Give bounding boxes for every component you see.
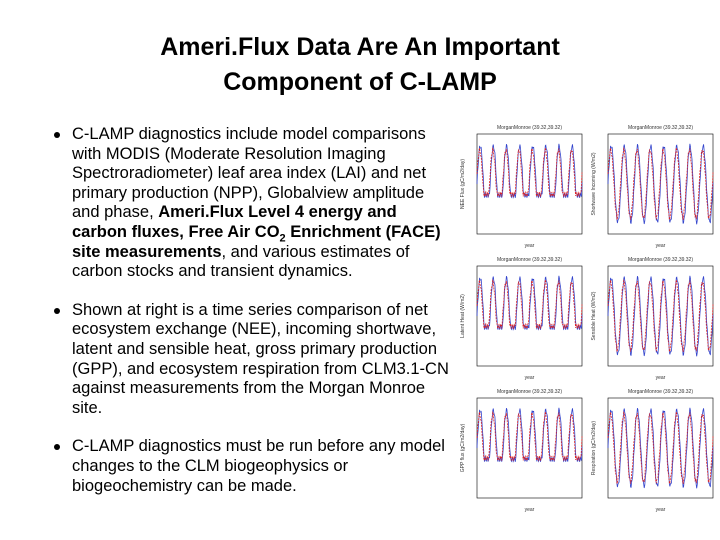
panel-xlabel: year (656, 243, 666, 249)
panel-title: MorganMonroe (39.32,39.32) (628, 257, 693, 263)
panel-title: MorganMonroe (39.32,39.32) (497, 125, 562, 131)
bullet: Shown at right is a time series comparis… (42, 301, 454, 419)
bullet-list: C-LAMP diagnostics include model compari… (42, 125, 454, 515)
title-line: Ameri.Flux Data Are An Important (160, 33, 560, 61)
panel-xlabel: year (656, 507, 666, 513)
panel-ylabel: Sensible Heat (W/m2) (591, 291, 597, 340)
panel-ylabel: Latent Heat (W/m2) (460, 294, 466, 338)
panel-ylabel: GPP flux (gC/m2/day) (460, 423, 466, 472)
panel-curve (607, 279, 714, 353)
bullet-dot (54, 132, 60, 138)
panel-xlabel: year (525, 507, 535, 513)
bullet-text: C-LAMP diagnostics must be run before an… (72, 437, 445, 495)
panel-xlabel: year (656, 375, 666, 381)
bullet-text: Ameri.Flux Level 4 energy and carbon flu… (72, 203, 397, 241)
panel-title: MorganMonroe (39.32,39.32) (628, 125, 693, 131)
slide-title: Ameri.Flux Data Are An Important Compone… (0, 30, 720, 100)
bullet-text: , and various estimates of carbon stocks… (72, 242, 410, 281)
panel-ylabel: Respiration (gC/m2/day) (591, 421, 597, 476)
panel-curve (607, 411, 714, 485)
panel-title: MorganMonroe (39.32,39.32) (628, 389, 693, 395)
bullet-text: C-LAMP diagnostics include model compari… (72, 125, 427, 222)
bullet-dot (54, 444, 60, 451)
chart-panels: MorganMonroe (39.32,39.32) NEE Flux (gC/m… (460, 125, 714, 513)
panel-ylabel: Shortwave Incoming (W/m2) (591, 152, 597, 215)
panel-xlabel: year (525, 375, 535, 381)
bullet: C-LAMP diagnostics include model compari… (42, 125, 454, 282)
bullet-text: 2 (279, 232, 286, 245)
panel-title: MorganMonroe (39.32,39.32) (497, 257, 562, 263)
bullet-text: Enrichment (FACE) site measurements (72, 222, 441, 261)
bullet: C-LAMP diagnostics must be run before an… (42, 437, 454, 496)
panel-ylabel: NEE Flux (gC/m2/day) (460, 159, 466, 209)
bullet-text: Shown at right is a time series comparis… (72, 300, 449, 417)
bullet-dot (54, 307, 60, 314)
panel-xlabel: year (525, 243, 535, 249)
panel-title: MorganMonroe (39.32,39.32) (497, 389, 562, 395)
panel-curve (607, 147, 714, 221)
title-line: Component of C-LAMP (223, 68, 497, 96)
